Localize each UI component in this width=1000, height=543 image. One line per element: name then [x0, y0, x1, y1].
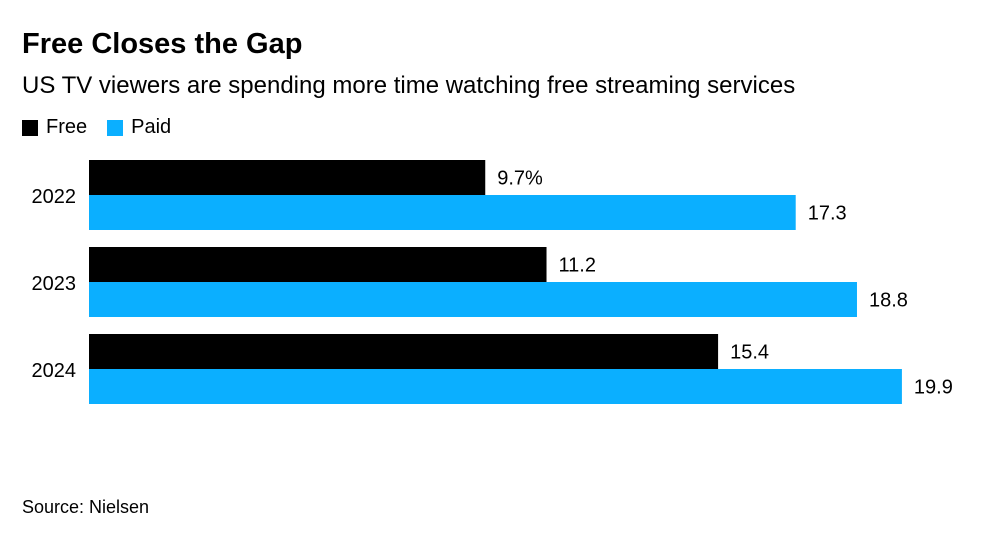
data-label-free-2023: 11.2	[559, 255, 596, 277]
legend-swatch-free	[22, 119, 38, 136]
bar-paid-2023	[89, 282, 857, 317]
data-label-free-2022: 9.7%	[497, 168, 543, 190]
source-note: Source: Nielsen	[22, 497, 150, 517]
data-label-paid-2023: 18.8	[869, 290, 908, 312]
category-label-2023: 2023	[32, 273, 77, 295]
legend: Free Paid	[22, 116, 171, 139]
bar-free-2024	[89, 334, 719, 369]
legend-label-paid: Paid	[131, 116, 172, 138]
category-label-2024: 2024	[32, 360, 77, 382]
bar-paid-2024	[89, 369, 902, 404]
legend-label-free: Free	[46, 116, 88, 138]
data-label-paid-2022: 17.3	[808, 203, 847, 225]
category-label-2022: 2022	[32, 186, 77, 208]
bar-free-2023	[89, 247, 547, 282]
bar-paid-2022	[89, 195, 796, 230]
data-label-paid-2024: 19.9	[914, 377, 953, 399]
chart-title: Free Closes the Gap	[22, 28, 303, 60]
bar-free-2022	[89, 160, 486, 195]
data-label-free-2024: 15.4	[730, 342, 769, 364]
chart-subtitle: US TV viewers are spending more time wat…	[22, 72, 796, 99]
legend-swatch-paid	[107, 119, 124, 136]
